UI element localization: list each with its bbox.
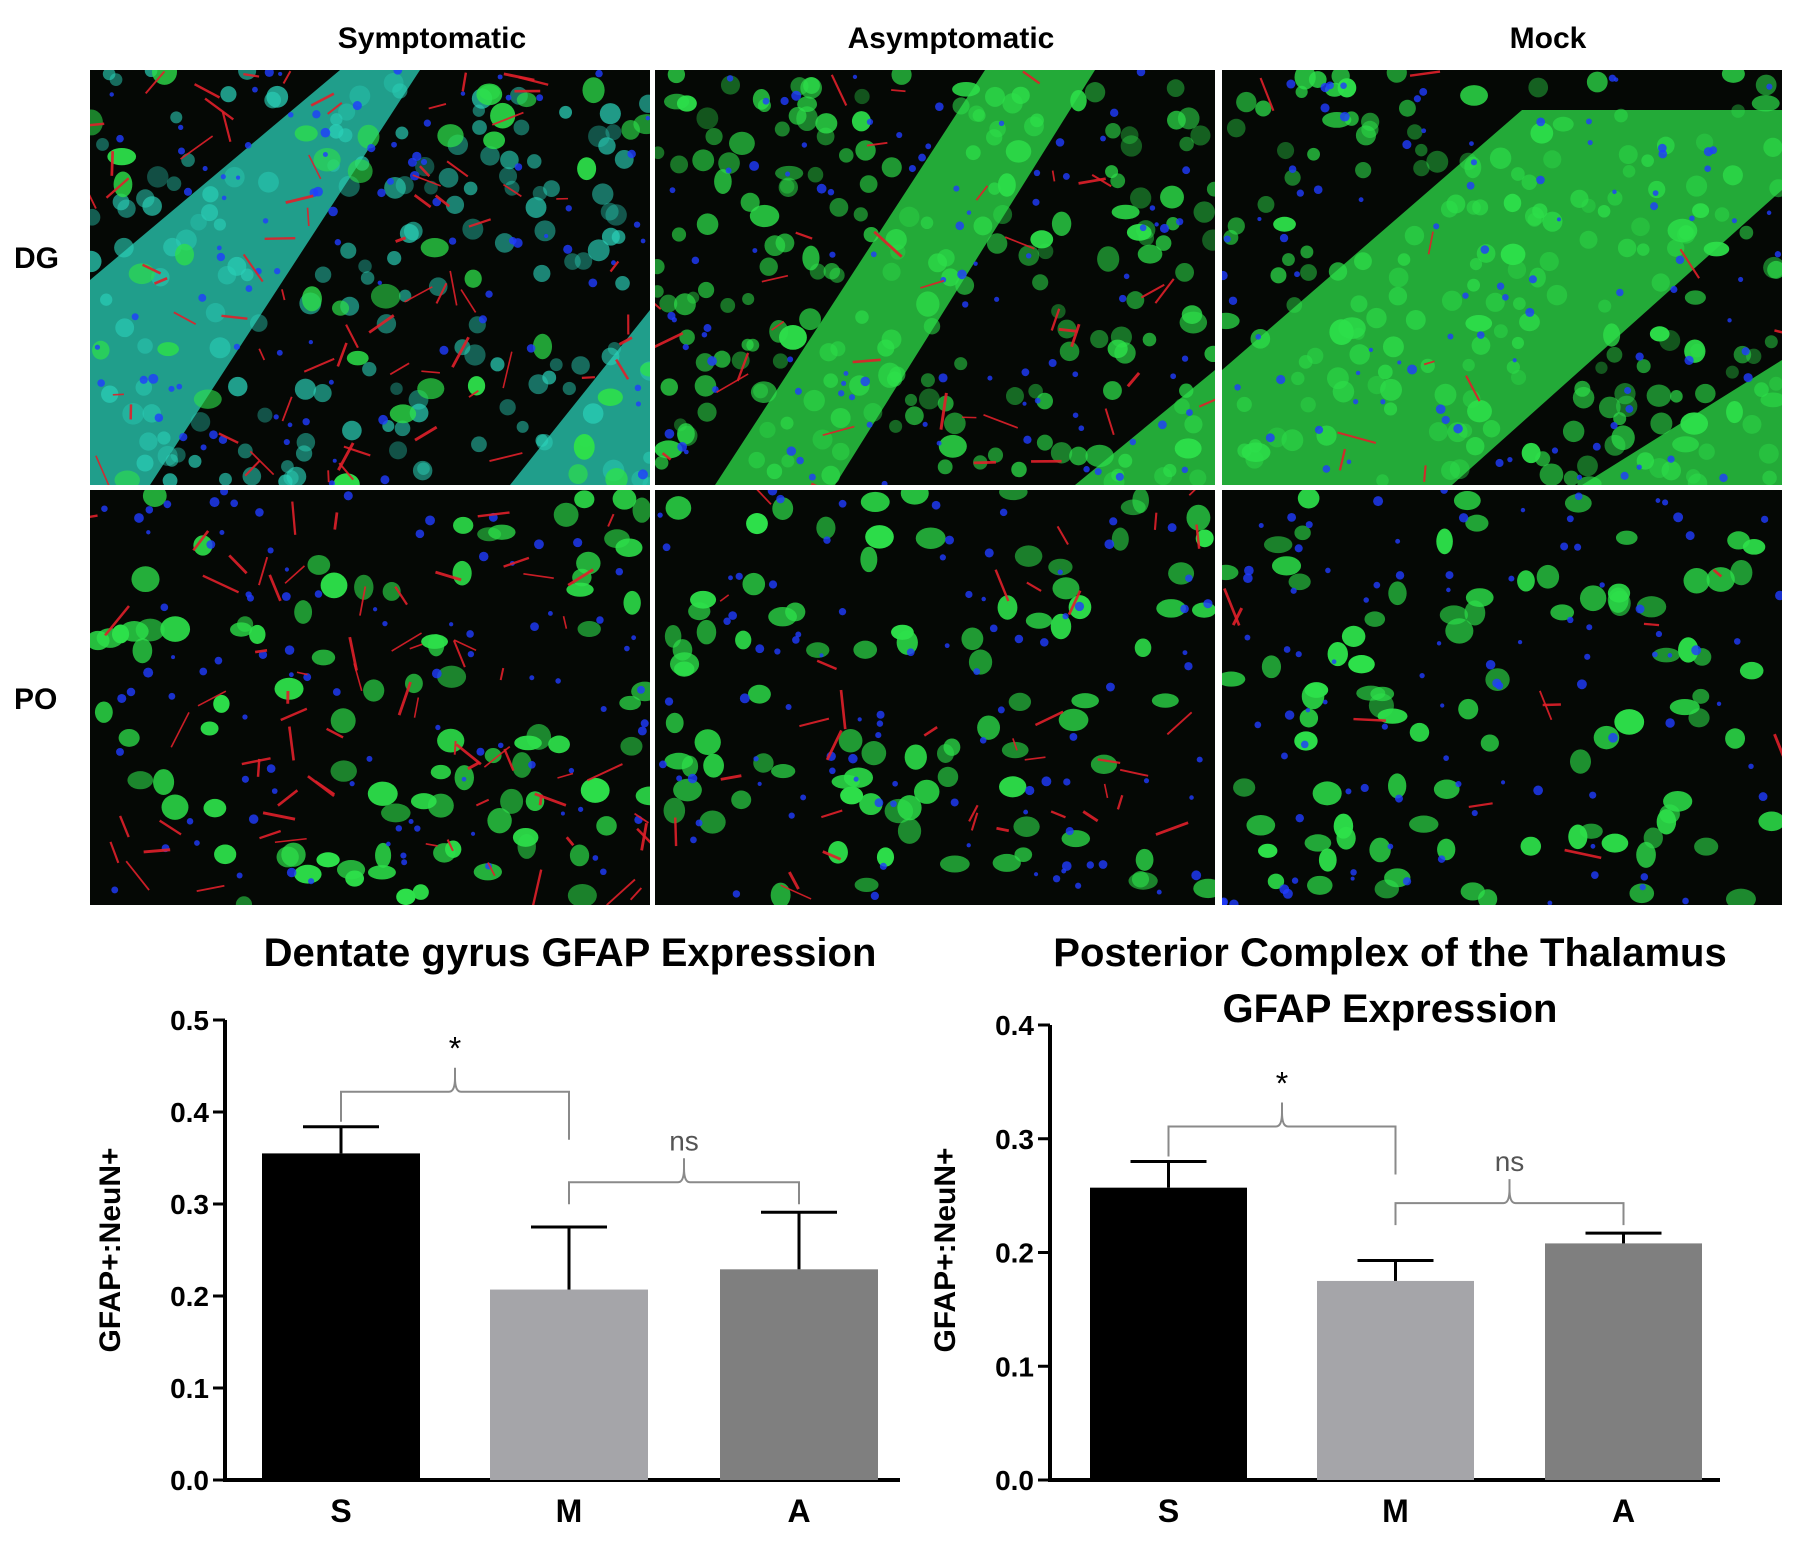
micrograph-dg-mock [1222, 70, 1782, 485]
significance-label: ns [669, 1125, 699, 1156]
bar-m [1317, 1280, 1474, 1480]
significance-bracket [568, 1158, 800, 1205]
bar-s [262, 1153, 420, 1480]
x-tick-label-a: A [1612, 1493, 1635, 1529]
significance-label: * [1276, 1066, 1288, 1102]
y-tick-label: 0.0 [995, 1465, 1034, 1496]
y-tick-label: 0.3 [170, 1189, 209, 1220]
micrograph-po-asymptomatic [655, 490, 1215, 905]
column-title-mock: Mock [1509, 22, 1587, 55]
row-label-po: PO [14, 683, 58, 716]
chart-title-thalamus: Posterior Complex of the Thalamus GFAP E… [1010, 925, 1770, 1037]
x-tick-label-s: S [1158, 1493, 1179, 1529]
significance-bracket [340, 1067, 570, 1140]
x-tick-label-m: M [1382, 1493, 1409, 1529]
y-tick-label: 0.4 [170, 1097, 209, 1128]
micrograph-po-mock [1222, 490, 1782, 905]
column-title-symptomatic: Symptomatic [337, 22, 527, 55]
significance-bracket [1394, 1179, 1625, 1226]
chart-title-thalamus-line-2: GFAP Expression [1222, 987, 1558, 1031]
column-title-asymptomatic: Asymptomatic [847, 22, 1055, 55]
y-tick-label: 0.1 [995, 1351, 1034, 1382]
significance-label: ns [1495, 1146, 1525, 1177]
significance-label: * [449, 1031, 461, 1067]
bar-a [720, 1269, 878, 1480]
bar-m [490, 1289, 648, 1480]
x-tick-label-m: M [556, 1493, 583, 1529]
bar-a [1545, 1243, 1702, 1480]
micrograph-po-symptomatic [90, 490, 650, 905]
y-tick-label: 0.2 [995, 1238, 1034, 1269]
y-tick-label: 0.1 [170, 1373, 209, 1404]
y-tick-label: 0.5 [170, 1005, 209, 1036]
chart-title-thalamus-line-1: Posterior Complex of the Thalamus [1053, 931, 1727, 975]
bar-s [1090, 1187, 1247, 1480]
y-tick-label: 0.4 [995, 1010, 1034, 1041]
significance-bracket [1167, 1102, 1397, 1175]
y-tick-label: 0.0 [170, 1465, 209, 1496]
row-label-dg: DG [14, 242, 59, 275]
y-tick-label: 0.3 [995, 1124, 1034, 1155]
x-tick-label-s: S [330, 1493, 351, 1529]
x-tick-label-a: A [787, 1493, 810, 1529]
chart-title-dentate-gyrus: Dentate gyrus GFAP Expression [263, 931, 877, 975]
y-axis-label: GFAP+:NeuN+ [94, 1147, 127, 1352]
y-tick-label: 0.2 [170, 1281, 209, 1312]
micrograph-dg-symptomatic [90, 70, 650, 485]
y-axis-label: GFAP+:NeuN+ [929, 1147, 962, 1352]
micrograph-dg-asymptomatic [655, 70, 1215, 485]
